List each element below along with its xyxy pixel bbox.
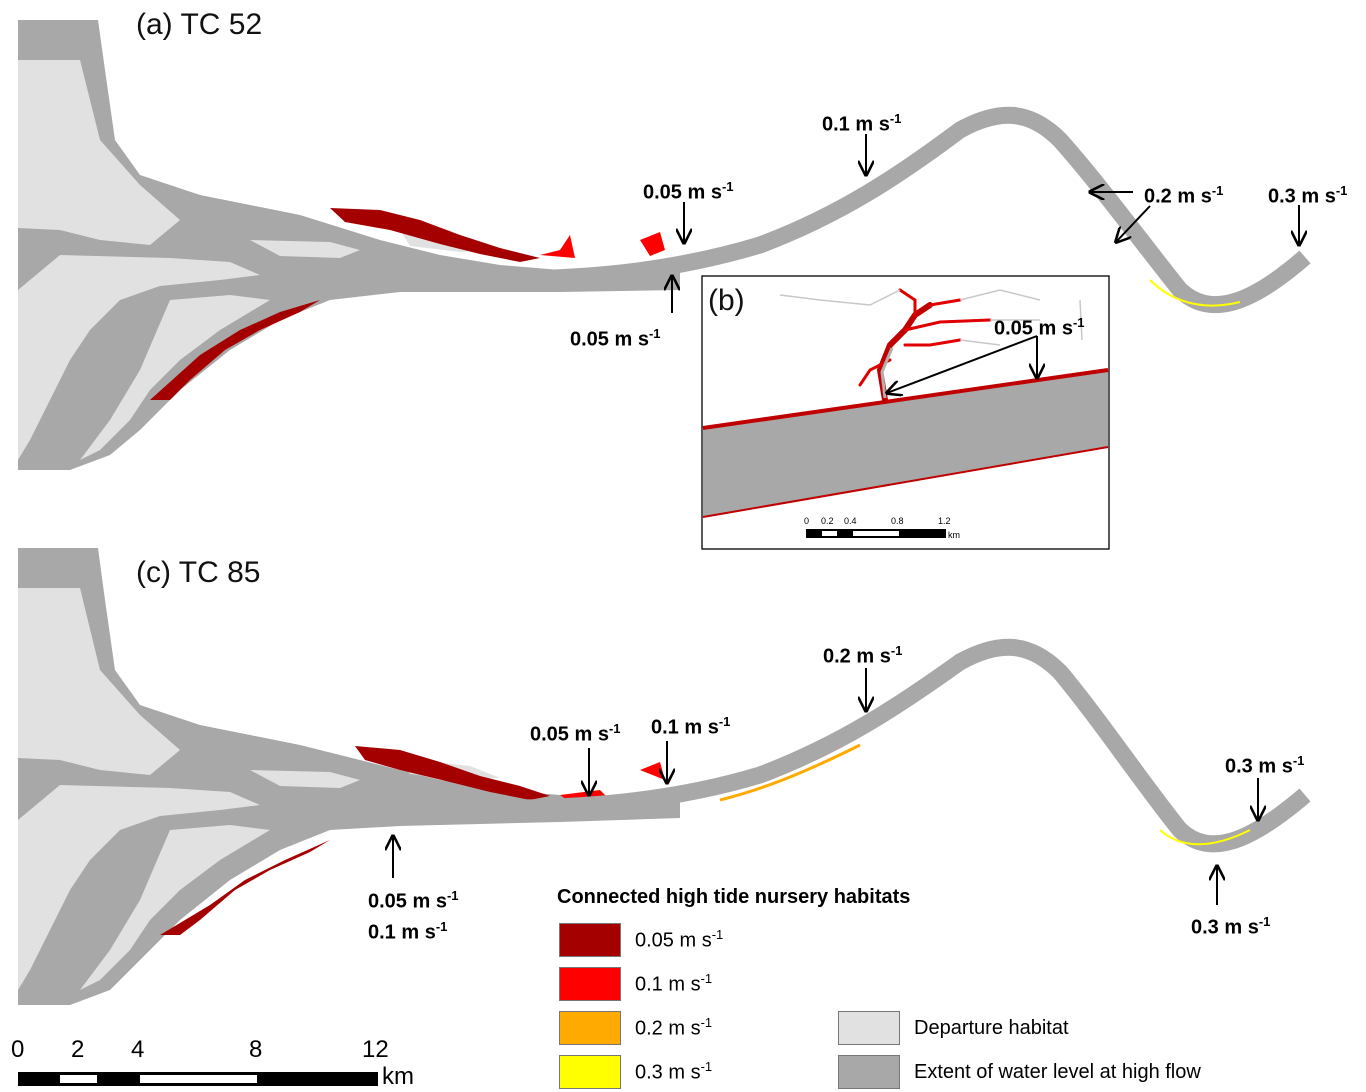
panel-c-habitat-0.2	[719, 743, 861, 802]
panel-c-title: (c) TC 85	[136, 556, 261, 589]
scale-tick-4: 4	[131, 1036, 145, 1063]
legend-swatch	[559, 1055, 621, 1089]
legend-label: Extent of water level at high flow	[914, 1060, 1201, 1083]
legend-swatch	[559, 1011, 621, 1045]
panel-b-creek-branches	[858, 288, 992, 387]
scale-tick-0: 0	[11, 1036, 25, 1063]
scale-bar	[18, 1072, 378, 1086]
panel-a-annotation-3: 0.2 m s-1	[1144, 183, 1224, 208]
legend-label: 0.3 m s-1	[635, 1059, 713, 1084]
legend-item-departure-habitat: Departure habitat	[838, 1010, 1069, 1046]
legend-item-0.1: 0.1 m s-1	[559, 966, 712, 1002]
panel-c-estuary-body	[18, 548, 680, 1005]
panel-c-river-channel	[449, 638, 1311, 853]
panel-a-annotation-4: 0.3 m s-1	[1268, 183, 1348, 208]
inset-scale-tick-0.2: 0.2	[821, 516, 834, 526]
legend-swatch	[838, 1011, 900, 1045]
inset-scale-tick-1.2: 1.2	[938, 516, 951, 526]
legend-label: 0.1 m s-1	[635, 971, 713, 996]
legend-label: Departure habitat	[914, 1016, 1069, 1039]
panel-c-annotation-5: 0.05 m s-1	[368, 888, 459, 913]
panel-c-annotation-4: 0.3 m s-1	[1225, 753, 1305, 778]
panel-b-inset	[701, 275, 1110, 550]
inset-scale-tick-0.4: 0.4	[844, 516, 857, 526]
scale-tick-8: 8	[249, 1036, 263, 1063]
legend-title: Connected high tide nursery habitats	[557, 886, 911, 908]
panel-b-habitat-0.05-edge	[702, 368, 1109, 430]
panel-c-annotation-6: 0.1 m s-1	[368, 919, 448, 944]
inset-scale-tick-0.8: 0.8	[891, 516, 904, 526]
legend-swatch	[559, 923, 621, 957]
panel-a-annotation-1: 0.1 m s-1	[822, 111, 902, 136]
panel-a-habitat-0.1	[540, 232, 665, 258]
panel-b-creek	[876, 302, 933, 403]
inset-scale-tick-0: 0	[804, 516, 810, 526]
panel-c-annotation-7: 0.3 m s-1	[1191, 914, 1271, 939]
panel-b-annotation-1: 0.05 m s-1	[994, 315, 1085, 340]
panel-a-habitat-0.3	[1149, 279, 1241, 307]
panel-c-habitat-0.05	[160, 746, 550, 935]
legend-swatch	[838, 1055, 900, 1089]
panel-c-annotation-3: 0.1 m s-1	[651, 714, 731, 739]
scale-unit: km	[382, 1063, 414, 1090]
panel-a-annotation-2: 0.05 m s-1	[643, 179, 734, 204]
panel-c-map	[18, 548, 1311, 1005]
panel-b-creek-minor	[779, 289, 1083, 346]
legend-item-0.05: 0.05 m s-1	[559, 922, 723, 958]
panel-c-habitat-0.3	[1159, 829, 1251, 846]
scale-tick-12: 12	[362, 1036, 389, 1063]
panel-a-departure-habitat	[18, 60, 500, 460]
panel-a-map	[18, 20, 1311, 470]
panel-a-habitat-0.05	[150, 208, 540, 400]
legend-swatch	[559, 967, 621, 1001]
panel-c-annotation-2: 0.05 m s-1	[530, 721, 621, 746]
panel-a-title: (a) TC 52	[136, 8, 263, 41]
annotation-arrows	[393, 134, 1299, 905]
legend-item-0.3: 0.3 m s-1	[559, 1054, 712, 1090]
panel-c-departure-habitat	[18, 588, 500, 990]
legend-item-0.2: 0.2 m s-1	[559, 1010, 712, 1046]
scale-tick-2: 2	[71, 1036, 85, 1063]
panel-b-title: (b)	[708, 284, 745, 317]
legend-label: 0.05 m s-1	[635, 927, 724, 952]
inset-scale-unit: km	[948, 530, 960, 540]
panel-c-annotation-1: 0.2 m s-1	[823, 643, 903, 668]
panel-a-annotation-5: 0.05 m s-1	[570, 326, 661, 351]
legend-item-high-flow-extent: Extent of water level at high flow	[838, 1054, 1201, 1090]
legend-label: 0.2 m s-1	[635, 1015, 713, 1040]
panel-a-estuary-body	[18, 20, 680, 470]
panel-a-river-channel	[449, 106, 1311, 313]
inset-scale-bar	[806, 529, 946, 538]
panel-b-habitat-0.05-lower	[702, 446, 1109, 518]
panel-b-river-channel	[703, 370, 1108, 517]
